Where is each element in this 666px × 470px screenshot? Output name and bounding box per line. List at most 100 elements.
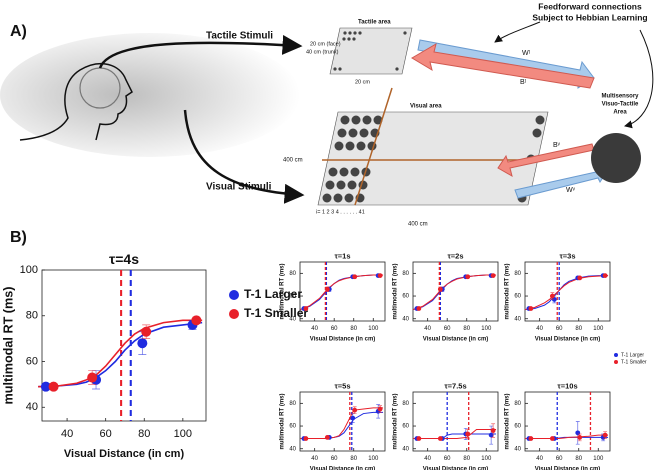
data-point <box>528 306 534 311</box>
fit-curve <box>299 274 384 311</box>
x-tick-label: 60 <box>444 326 451 332</box>
x-axis-label: Visual Distance (in cm) <box>423 337 489 343</box>
legend-marker <box>614 353 618 357</box>
data-point <box>549 436 555 441</box>
arrow <box>98 34 303 69</box>
legend-marker <box>229 290 239 300</box>
y-tick-label: 80 <box>289 271 296 277</box>
data-point <box>303 306 309 311</box>
dimension-label: 20 cm <box>355 79 370 85</box>
data-point <box>437 286 443 292</box>
x-tick-label: 80 <box>463 456 470 462</box>
weight-label: Bᵛ <box>553 142 561 149</box>
data-point <box>137 338 148 349</box>
fit-curve <box>413 428 497 440</box>
y-tick-label: 40 <box>289 316 296 322</box>
chart-title: τ=2s <box>447 252 463 261</box>
x-tick-label: 60 <box>100 428 112 440</box>
x-tick-label: 80 <box>463 326 470 332</box>
x-axis-label: Visual Distance (in cm) <box>423 467 489 470</box>
legend-label: T-1 Smaller <box>621 359 647 365</box>
y-tick-label: 80 <box>402 401 409 407</box>
plot-frame <box>299 391 386 452</box>
y-tick-label: 60 <box>289 424 296 430</box>
data-point <box>303 436 309 441</box>
y-tick-label: 60 <box>514 424 521 430</box>
stimulus-label: Visual Stimuli <box>206 182 272 193</box>
data-point <box>352 407 358 413</box>
plot-frame <box>524 391 611 452</box>
y-tick-label: 40 <box>26 401 38 413</box>
legend-label: T-1 Smaller <box>244 306 308 320</box>
y-tick-label: 40 <box>514 316 521 322</box>
x-tick-label: 60 <box>331 456 338 462</box>
chart-title: τ=3s <box>559 252 575 261</box>
x-tick-label: 100 <box>174 428 192 440</box>
chart-title: τ=7.5s <box>444 382 466 391</box>
data-point <box>141 326 152 337</box>
x-tick-label: 40 <box>311 326 318 332</box>
legend-label: T-1 Larger <box>244 287 302 301</box>
tactile-dots <box>333 31 407 71</box>
dimension-label: 400 cm <box>283 158 303 164</box>
data-point <box>416 436 422 441</box>
dimension-label: 40 cm (trunk) <box>306 49 339 55</box>
data-point <box>352 274 358 280</box>
chart-title: τ=4s <box>109 251 139 267</box>
note-arrow <box>494 21 541 43</box>
y-axis-label: multimodal RT (ms) <box>505 393 511 449</box>
x-axis-label: Visual Distance (in cm) <box>310 337 376 343</box>
data-point <box>324 286 330 292</box>
weight-label: Bᵗ <box>520 79 527 86</box>
x-tick-label: 40 <box>424 326 431 332</box>
dimension-label: 20 cm (face) <box>310 41 341 47</box>
y-tick-label: 40 <box>402 446 409 452</box>
data-point <box>488 432 494 438</box>
data-point <box>490 428 496 433</box>
fit-curve <box>525 434 609 440</box>
fit-curve <box>300 407 384 440</box>
weight-label: Wᵛ <box>566 187 576 194</box>
y-axis-label: multimodal RT (ms) <box>280 393 286 449</box>
area-label: Tactile area <box>358 20 391 26</box>
data-point <box>48 381 59 392</box>
x-tick-label: 40 <box>536 456 543 462</box>
x-tick-label: 100 <box>593 456 604 462</box>
y-axis-label: multimodal RT (ms) <box>393 393 399 449</box>
y-tick-label: 40 <box>514 446 521 452</box>
x-tick-label: 100 <box>368 456 379 462</box>
area-label: Multisensory <box>601 94 639 100</box>
weight-label: Wᵗ <box>522 50 531 57</box>
y-axis-label: multimodal RT (ms) <box>505 263 511 319</box>
note: Feedforward connections <box>538 1 642 11</box>
data-point <box>465 274 471 280</box>
plot-frame <box>299 261 386 322</box>
y-tick-label: 60 <box>289 294 296 300</box>
data-point <box>577 434 583 440</box>
x-tick-label: 40 <box>311 456 318 462</box>
data-point <box>528 436 534 441</box>
fit-curve <box>412 274 497 311</box>
legend-label: T-1 Larger <box>621 352 644 358</box>
index-label: i= 1 2 3 4 . . . . . . 41 <box>316 209 365 215</box>
connection-bt <box>411 42 595 89</box>
x-axis-label: Visual Distance (in cm) <box>64 448 185 460</box>
chart-title: τ=5s <box>334 382 350 391</box>
data-point <box>549 293 555 299</box>
y-tick-label: 80 <box>514 271 521 277</box>
y-tick-label: 100 <box>20 264 38 276</box>
stimulus-label: Tactile Stimuli <box>206 31 273 42</box>
data-point <box>437 436 443 441</box>
y-axis-label: multimodal RT (ms) <box>280 263 286 319</box>
fit-curve <box>300 411 384 440</box>
legend-marker <box>614 360 618 364</box>
x-tick-label: 80 <box>575 326 582 332</box>
fit-curve <box>38 321 203 388</box>
y-tick-label: 80 <box>402 271 409 277</box>
x-axis-label: Visual Distance (in cm) <box>535 467 601 470</box>
data-point <box>602 432 608 438</box>
area-label: Visual area <box>410 104 442 110</box>
plot-frame <box>41 269 207 422</box>
y-tick-label: 40 <box>402 316 409 322</box>
